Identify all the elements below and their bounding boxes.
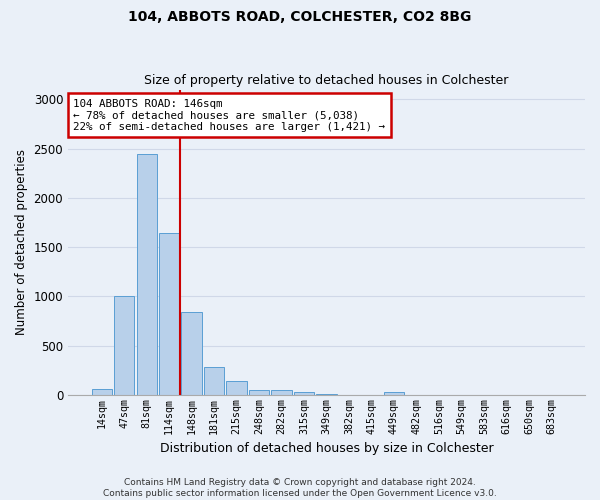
Bar [271, 390, 292, 395]
Bar [204, 368, 224, 395]
Bar [384, 392, 404, 395]
Bar [226, 381, 247, 395]
Bar [159, 234, 179, 395]
Text: 104 ABBOTS ROAD: 146sqm
← 78% of detached houses are smaller (5,038)
22% of semi: 104 ABBOTS ROAD: 146sqm ← 78% of detache… [73, 98, 385, 132]
Y-axis label: Number of detached properties: Number of detached properties [15, 149, 28, 335]
Text: Contains HM Land Registry data © Crown copyright and database right 2024.
Contai: Contains HM Land Registry data © Crown c… [103, 478, 497, 498]
Bar [249, 390, 269, 395]
Bar [294, 392, 314, 395]
Text: 104, ABBOTS ROAD, COLCHESTER, CO2 8BG: 104, ABBOTS ROAD, COLCHESTER, CO2 8BG [128, 10, 472, 24]
Bar [137, 154, 157, 395]
X-axis label: Distribution of detached houses by size in Colchester: Distribution of detached houses by size … [160, 442, 493, 455]
Bar [92, 390, 112, 395]
Title: Size of property relative to detached houses in Colchester: Size of property relative to detached ho… [145, 74, 509, 87]
Bar [114, 296, 134, 395]
Bar [181, 312, 202, 395]
